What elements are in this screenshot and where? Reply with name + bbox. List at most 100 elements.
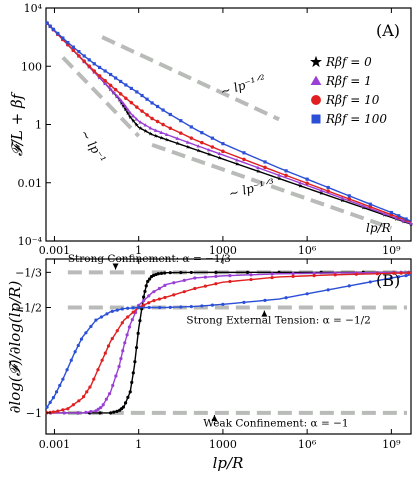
panel-b-series-0-point [130, 380, 134, 384]
panel-a-series-1-point [115, 93, 119, 98]
legend-label-3: Rβf = 100 [325, 112, 387, 126]
legend-marker-1 [310, 75, 322, 86]
panel-b-series-3-point [305, 292, 309, 296]
panel-b-series-1-point [96, 407, 100, 411]
panel-a-series-0-point [128, 114, 133, 119]
panel-a-ylabel: 𝓕/L + βf [8, 91, 26, 156]
panel-b-series-2-point [71, 403, 75, 407]
panel-b-ytick-label: −1 [26, 407, 42, 420]
panel-b-series-0-point [142, 295, 146, 299]
panel-b-series-3-point [54, 390, 59, 394]
panel-a-series-3-point [242, 151, 246, 155]
panel-b-series-3-point [84, 331, 88, 335]
legend-label-1: Rβf = 1 [325, 74, 372, 88]
panel-b-series-2-point [182, 290, 186, 294]
panel-a-series-1-point [235, 158, 239, 162]
panel-a-series-3-point [263, 160, 267, 164]
panel-b-ytick-label: −1/2 [15, 301, 42, 314]
panel-b-series-2-point [249, 277, 253, 282]
panel-a-series-3-point [66, 40, 70, 45]
panel-b-series-1-point [203, 275, 207, 279]
panel-b-series-1-point [249, 273, 253, 277]
panel-b-series-3-point [189, 304, 193, 309]
panel-b-series-2-point [375, 272, 379, 276]
panel-a: 0.001 1 1000 10⁶ 10⁹ 10⁻⁴ 0.01 1 100 10⁴ (A) lp/R… [8, 2, 414, 257]
guide-label-slope-1: ∼ lp⁻¹ [77, 127, 108, 165]
panel-b-xtick-label: 0.001 [39, 438, 71, 451]
panel-a-series-1-point [401, 218, 406, 223]
panel-a-series-0-point [297, 183, 303, 188]
panel-b-series-3-point [115, 308, 119, 312]
panel-b-series-0-point [143, 289, 147, 294]
panel-b-series-line-3 [46, 274, 412, 408]
panel-b-series-0-point [133, 360, 137, 364]
panel-a-series-1-point [217, 151, 222, 156]
panel-a-series-3-point [92, 62, 96, 66]
panel-b-series-3-point [58, 383, 62, 388]
panel-b-series-1-point [62, 411, 66, 415]
panel-a-series-1-point [103, 81, 108, 85]
panel-b-series-line-2 [46, 272, 412, 414]
panel-a-series-0-point [175, 141, 180, 146]
guide-label-slope-half: ∼ lp⁻¹ᐟ² [219, 72, 268, 99]
panel-b-series-1-point [147, 294, 151, 298]
panel-b-series-3-point [131, 306, 135, 310]
panel-b-series-0-point [148, 277, 152, 281]
panel-b-series-1-point [121, 349, 125, 353]
panel-b-series-3-point [397, 275, 401, 279]
panel-b-series-0-point [189, 270, 193, 275]
panel-a-series-2-point [129, 100, 134, 105]
panel-b-series-1-point [157, 286, 162, 291]
panel-a-series-2-point [82, 59, 86, 63]
panel-a-series-2-point [179, 131, 183, 135]
panel-b-series-2-point [88, 385, 92, 389]
panel-a-series-3-point [77, 50, 81, 54]
panel-a-series-0-point [159, 135, 164, 140]
panel-a-series-1-point [119, 99, 124, 103]
panel-a-series-3-point [129, 86, 133, 91]
panel-a-series-2-point [189, 136, 194, 140]
panel-b-series-line-0 [50, 271, 411, 414]
panel-a-guide-0 [61, 56, 141, 138]
panel-a-series-3-point [124, 83, 128, 87]
panel-a-series-0-point [276, 176, 282, 181]
panel-a-series-2-point [161, 122, 165, 127]
panel-a-series-2-point [221, 149, 225, 154]
panel-b-series-0-point [245, 270, 250, 274]
panel-a-series-2-point [113, 87, 118, 92]
panel-b-series-1-point [270, 272, 274, 276]
panel-a-ytick-label: 10⁴ [24, 2, 43, 15]
legend-marker-3 [311, 114, 321, 124]
panel-b-series-3-point [120, 307, 124, 311]
panel-a-series-1-point [117, 97, 122, 101]
panel-b-series-2-point [312, 274, 316, 278]
panel-b-series-0-point [131, 371, 135, 375]
panel-a-series-0-point [143, 128, 148, 133]
panel-b-series-3-point [404, 274, 408, 278]
panel-b-series-2-point [354, 272, 358, 276]
panel-a-series-0-point [196, 148, 201, 153]
panel-a-series-1-point [108, 87, 113, 91]
panel-b-series-3-point [200, 304, 204, 308]
panel-b-series-1-point [98, 406, 103, 410]
panel-a-series-3-point [368, 202, 372, 206]
panel-b-series-1-point [163, 283, 167, 287]
panel-b-series-2-point [61, 408, 65, 412]
panel-a-series-0-point [138, 125, 143, 131]
panel-a-series-2-point [108, 83, 113, 88]
panel-b-series-3-point [94, 318, 98, 322]
panel-b-series-2-point [214, 282, 218, 286]
panel-a-series-2-point [347, 197, 352, 201]
panel-a-series-3-point [189, 125, 193, 129]
panel-a-series-0-point [123, 107, 128, 112]
panel-b-series-3-point [242, 300, 246, 304]
panel-a-series-1-point [143, 123, 148, 127]
panel-b-series-3-point [61, 377, 65, 381]
panel-b-series-2-point [228, 279, 232, 284]
panel-b-series-3-point [389, 276, 393, 280]
panel-a-series-1-point [277, 173, 281, 177]
panel-a-series-2-point [71, 48, 76, 53]
panel-b-series-1-point [76, 411, 80, 415]
panel-a-series-3-point [82, 54, 86, 58]
panel-a-series-3-point [347, 194, 351, 198]
